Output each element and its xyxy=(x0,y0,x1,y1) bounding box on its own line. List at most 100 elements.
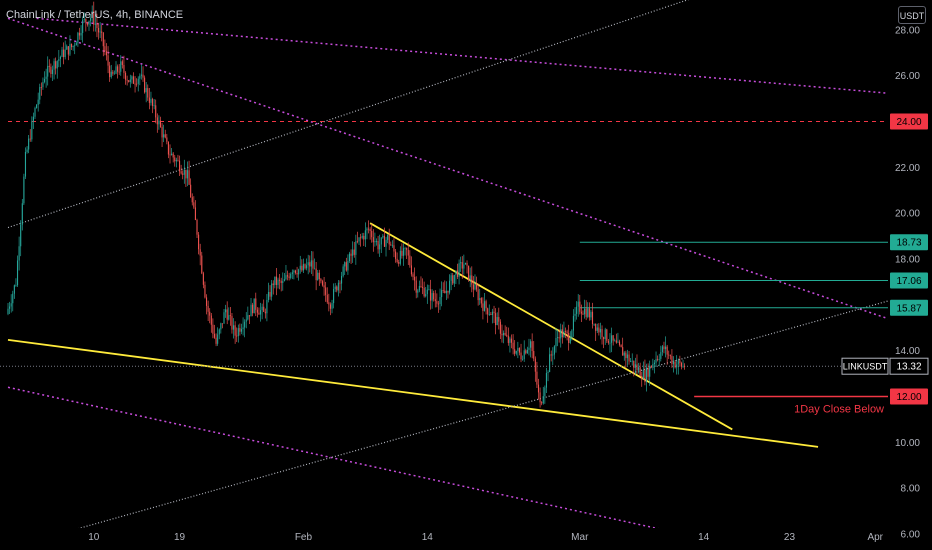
candle xyxy=(301,259,303,272)
candle-body xyxy=(618,341,621,345)
candle xyxy=(188,160,190,185)
candle-body xyxy=(545,373,548,388)
candle xyxy=(63,42,65,65)
price-level-badge[interactable]: 12.00 xyxy=(890,388,928,405)
candle xyxy=(288,272,290,281)
price-level-badge[interactable]: 15.87 xyxy=(890,299,928,316)
candle xyxy=(117,64,119,79)
candle-body xyxy=(110,71,112,78)
candle-body xyxy=(342,266,344,277)
candle-body xyxy=(123,64,125,73)
candle xyxy=(585,300,587,321)
candle-body xyxy=(639,367,641,377)
candle-body xyxy=(607,340,609,343)
candle xyxy=(415,276,417,299)
candle xyxy=(185,169,187,188)
candle xyxy=(248,315,250,324)
y-tick-label: 28.00 xyxy=(895,25,920,36)
candle xyxy=(483,292,486,312)
candle xyxy=(404,246,406,256)
candle-body xyxy=(21,203,23,225)
price-badge-value: 18.73 xyxy=(896,238,921,249)
candle xyxy=(137,76,139,92)
candle-body xyxy=(285,275,287,280)
trendline-channel-lower[interactable] xyxy=(7,386,713,540)
candle-body xyxy=(64,49,66,58)
candle xyxy=(15,278,17,287)
candle xyxy=(225,304,227,318)
candle xyxy=(7,302,9,316)
trendline-channel-middle[interactable] xyxy=(7,17,932,408)
trendline-lower-wedge[interactable] xyxy=(7,338,819,448)
candle-body xyxy=(407,249,409,256)
candle xyxy=(275,268,277,296)
candle-body xyxy=(617,341,619,343)
candle-body xyxy=(333,289,335,304)
price-level-badge[interactable]: 18.73 xyxy=(890,234,928,251)
candle-body xyxy=(136,83,138,85)
candle xyxy=(517,341,519,359)
currency-selector[interactable]: USDT xyxy=(898,6,926,24)
candle-body xyxy=(663,346,665,350)
candle-body xyxy=(587,308,589,317)
candle xyxy=(617,332,619,343)
candle-body xyxy=(479,298,481,301)
candle-body xyxy=(7,308,9,314)
candle xyxy=(59,55,61,68)
price-level-badge[interactable]: 24.00 xyxy=(890,113,928,130)
candle xyxy=(283,273,285,282)
candle xyxy=(676,355,678,375)
candle xyxy=(26,146,28,154)
candle-body xyxy=(374,241,376,243)
candle-body xyxy=(317,272,319,281)
candle-body xyxy=(437,303,439,305)
current-price-badge[interactable]: LINKUSDT 13.32 xyxy=(841,357,929,375)
candle xyxy=(391,240,393,248)
candle xyxy=(134,76,136,93)
trendline-upper-wedge[interactable] xyxy=(369,222,733,431)
candle-body xyxy=(596,327,598,331)
candle-body xyxy=(426,289,428,295)
candle-body xyxy=(250,304,252,317)
candle xyxy=(641,371,643,387)
candle-body xyxy=(77,32,79,43)
candle xyxy=(23,173,25,206)
candle xyxy=(541,401,543,406)
candle-body xyxy=(668,354,670,356)
candle-body xyxy=(660,352,662,359)
candle xyxy=(47,56,49,86)
candle xyxy=(584,299,586,319)
candle xyxy=(326,287,328,304)
candle-body xyxy=(328,302,330,305)
price-level-badge[interactable]: 17.06 xyxy=(890,272,928,289)
candle xyxy=(204,281,206,299)
candle xyxy=(115,61,117,75)
candle xyxy=(74,42,76,55)
candle xyxy=(433,290,435,302)
candle xyxy=(549,347,551,373)
candle-body xyxy=(180,171,182,174)
candle-body xyxy=(418,286,420,291)
candle-body xyxy=(626,354,629,359)
candle-body xyxy=(223,312,225,324)
candle-body xyxy=(113,73,115,75)
candle-body xyxy=(74,45,76,47)
candle-body xyxy=(409,255,411,266)
candle xyxy=(582,310,584,315)
current-price-value: 13.32 xyxy=(896,362,921,373)
trendline-channel-upper[interactable] xyxy=(36,17,932,116)
candle xyxy=(77,31,79,47)
candle xyxy=(239,323,241,336)
candle-body xyxy=(266,300,268,314)
candle xyxy=(593,323,595,327)
candle xyxy=(374,232,376,247)
candle xyxy=(525,348,527,355)
candle-body xyxy=(51,69,54,74)
candle xyxy=(155,99,157,124)
candle xyxy=(412,272,414,281)
candle-body xyxy=(553,346,555,355)
candle xyxy=(16,255,19,288)
candle xyxy=(328,293,330,312)
candle xyxy=(99,22,101,39)
